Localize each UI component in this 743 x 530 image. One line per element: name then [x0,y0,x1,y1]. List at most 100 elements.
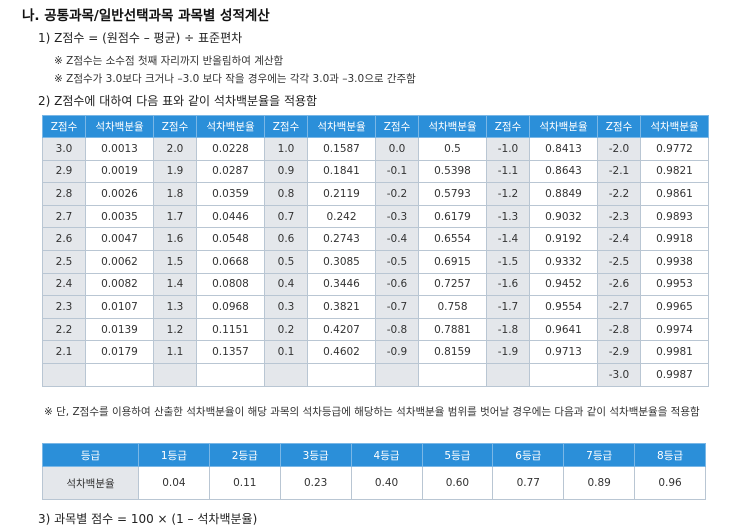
percentile-value-cell: 0.9821 [640,159,709,184]
table-row: 2.1 0.0179 1.1 0.1357 0.1 0.4602 -0.9 0.8159 -1.… [42,340,709,364]
percentile-value-cell: 0.7881 [418,317,487,342]
z-value-cell: 1.7 [153,204,197,229]
table-row: 2.5 0.0062 1.5 0.0668 0.5 0.3085 -0.5 0.6915 -1.… [42,249,709,274]
percentile-value-cell: 0.0359 [196,182,265,206]
percentile-value-cell: 0.0446 [196,204,265,229]
percentile-value-cell: 0.9965 [640,295,709,319]
grade-header-cell: 4등급 [350,443,423,467]
grade-table-row: 석차백분율 0.04 0.11 0.23 0.40 0.60 0.77 0.89 0.96 [42,466,706,500]
z-value-cell: -1.1 [486,159,530,184]
z-value-cell: -0.9 [375,340,419,364]
percentile-value-cell: 0.9554 [529,295,598,319]
z-value-cell: -1.6 [486,272,530,297]
grade-table: 등급 1등급 2등급 3등급 4등급 5등급 6등급 7등급 8등급 석차백분율 0.04 0.11… [42,443,706,500]
note-rounding: ※ Z점수는 소수점 첫째 자리까지 반올림하여 계산함 [54,55,284,67]
z-value-cell: 2.5 [42,249,86,274]
percentile-value-cell: 0.2119 [307,182,376,206]
z-value-cell: 0.3 [264,295,308,319]
percentile-value-cell: 0.0026 [85,182,154,206]
z-header-cell: Z점수 [486,115,530,138]
z-value-cell: 2.7 [42,204,86,229]
grade-percentile-cell: 0.11 [208,466,281,500]
z-value-cell: 0.5 [264,249,308,274]
z-value-cell: 0.2 [264,317,308,342]
z-value-cell: -1.8 [486,317,530,342]
percentile-value-cell: 0.1151 [196,317,265,342]
percentile-value-cell: 0.6554 [418,227,487,251]
z-value-cell [375,362,419,387]
percentile-value-cell: 0.9192 [529,227,598,251]
percentile-value-cell: 0.9974 [640,317,709,342]
z-value-cell: -1.2 [486,182,530,206]
z-value-cell: 1.5 [153,249,197,274]
percentile-value-cell [418,362,487,387]
grade-header-cell: 3등급 [279,443,352,467]
grade-row-label: 석차백분율 [42,466,139,500]
percentile-value-cell [529,362,598,387]
z-value-cell: 0.4 [264,272,308,297]
percentile-value-cell: 0.0287 [196,159,265,184]
percentile-value-cell [85,362,154,387]
table-row: 2.4 0.0082 1.4 0.0808 0.4 0.3446 -0.6 0.7257 -1.… [42,272,709,297]
percentile-value-cell: 0.0139 [85,317,154,342]
z-value-cell: -1.7 [486,295,530,319]
percentile-value-cell: 0.8413 [529,137,598,161]
percentile-value-cell: 0.9893 [640,204,709,229]
z-value-cell: 2.3 [42,295,86,319]
z-value-cell: 2.2 [42,317,86,342]
z-value-cell: -2.6 [597,272,641,297]
z-value-cell: -1.5 [486,249,530,274]
percentile-value-cell: 0.8159 [418,340,487,364]
percentile-value-cell: 0.0013 [85,137,154,161]
percentile-value-cell: 0.9981 [640,340,709,364]
z-value-cell: -1.0 [486,137,530,161]
z-value-cell: 2.4 [42,272,86,297]
z-value-cell: -1.4 [486,227,530,251]
z-value-cell [264,362,308,387]
percentile-value-cell: 0.0968 [196,295,265,319]
percentile-value-cell: 0.5793 [418,182,487,206]
z-score-formula: 1) Z점수 = (원점수 – 평균) ÷ 표준편차 [38,31,243,45]
grade-percentile-cell: 0.40 [350,466,423,500]
percentile-value-cell [196,362,265,387]
z-value-cell: 2.0 [153,137,197,161]
percentile-value-cell: 0.1357 [196,340,265,364]
z-value-cell: 1.8 [153,182,197,206]
table-row: 2.3 0.0107 1.3 0.0968 0.3 0.3821 -0.7 0.758 -1.7… [42,295,709,319]
z-value-cell: -2.4 [597,227,641,251]
percentile-value-cell: 0.9032 [529,204,598,229]
z-value-cell: -2.0 [597,137,641,161]
z-header-cell: Z점수 [42,115,86,138]
z-value-cell: 1.4 [153,272,197,297]
percentile-value-cell: 0.0548 [196,227,265,251]
z-value-cell: -0.4 [375,227,419,251]
z-header-cell: Z점수 [375,115,419,138]
z-value-cell: 2.6 [42,227,86,251]
percentile-value-cell: 0.9918 [640,227,709,251]
percentile-value-cell: 0.9713 [529,340,598,364]
percentile-value-cell: 0.0107 [85,295,154,319]
z-value-cell: 2.9 [42,159,86,184]
percentile-value-cell: 0.0047 [85,227,154,251]
percentile-value-cell: 0.3085 [307,249,376,274]
table-row: 3.0 0.0013 2.0 0.0228 1.0 0.1587 0.0 0.5 -1.0 0.8… [42,137,709,161]
table-row: 2.2 0.0139 1.2 0.1151 0.2 0.4207 -0.8 0.7881 -1.… [42,317,709,342]
grade-header-cell: 8등급 [634,443,706,467]
z-value-cell [153,362,197,387]
z-value-cell: -1.3 [486,204,530,229]
percentile-value-cell: 0.0179 [85,340,154,364]
percentile-value-cell: 0.8849 [529,182,598,206]
percentile-value-cell: 0.6179 [418,204,487,229]
grade-header-cell: 5등급 [421,443,494,467]
percentile-value-cell: 0.9772 [640,137,709,161]
z-value-cell: -0.3 [375,204,419,229]
percentile-value-cell: 0.9641 [529,317,598,342]
grade-percentile-cell: 0.04 [138,466,210,500]
z-value-cell: 1.9 [153,159,197,184]
z-value-cell: -0.7 [375,295,419,319]
grade-percentile-cell: 0.60 [421,466,494,500]
table-row: 2.9 0.0019 1.9 0.0287 0.9 0.1841 -0.1 0.5398 -1.… [42,159,709,184]
z-value-cell: 1.0 [264,137,308,161]
z-value-cell: 1.2 [153,317,197,342]
table-row: 2.7 0.0035 1.7 0.0446 0.7 0.242 -0.3 0.6179 -1.3… [42,204,709,229]
